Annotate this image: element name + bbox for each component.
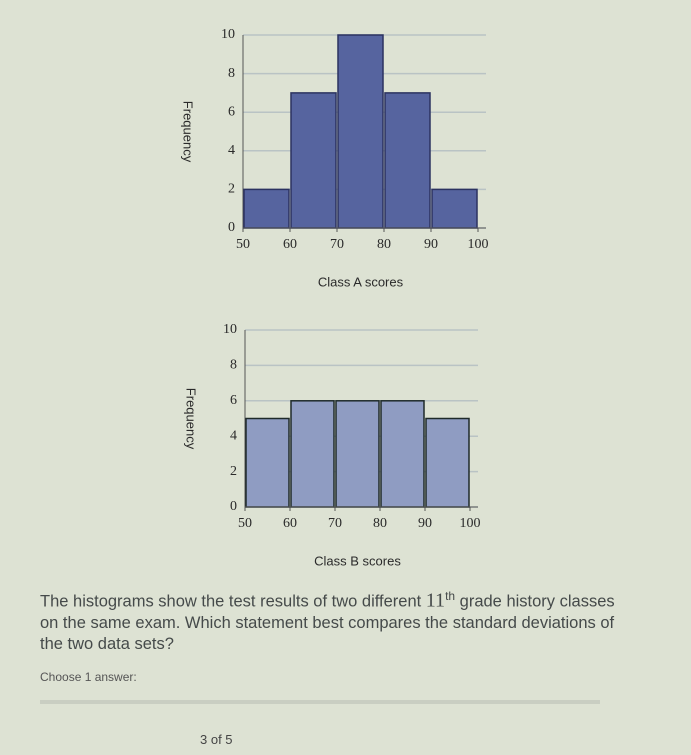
- y-tick-label: 0: [230, 499, 237, 514]
- bar: [290, 400, 335, 508]
- y-tick-label: 2: [228, 182, 235, 197]
- question-suffix: th: [445, 589, 456, 603]
- y-tick-label: 8: [228, 66, 235, 81]
- y-tick-label: 0: [228, 220, 235, 235]
- bar: [431, 188, 478, 229]
- x-axis-label: Class A scores: [318, 274, 404, 289]
- y-axis-label: Frequency: [184, 388, 199, 450]
- bar: [335, 400, 380, 508]
- question-text: The histograms show the test results of …: [40, 592, 426, 611]
- question-ordinal: 11: [425, 589, 446, 612]
- y-tick-label: 6: [230, 393, 237, 408]
- y-axis-label: Frequency: [181, 101, 196, 163]
- x-tick-label: 70: [328, 516, 342, 531]
- x-tick-label: 50: [236, 237, 250, 252]
- y-tick-label: 8: [230, 358, 237, 373]
- x-tick-label: 90: [418, 516, 432, 531]
- y-tick-label: 2: [230, 464, 237, 479]
- x-tick-label: 60: [283, 516, 297, 531]
- y-tick-label: 6: [228, 104, 235, 119]
- x-tick-label: 80: [377, 237, 391, 252]
- x-axis-label: Class B scores: [314, 553, 401, 568]
- bar: [384, 92, 431, 229]
- x-tick-label: 100: [468, 237, 489, 252]
- x-tick-label: 70: [330, 237, 344, 252]
- y-tick-label: 4: [228, 143, 235, 158]
- x-tick-label: 60: [283, 237, 297, 252]
- y-tick-label: 4: [230, 428, 237, 443]
- x-tick-label: 100: [460, 516, 481, 531]
- x-tick-label: 50: [238, 516, 252, 531]
- bar: [425, 417, 470, 508]
- x-tick-label: 80: [373, 516, 387, 531]
- bar: [337, 34, 384, 229]
- progress[interactable]: 3 of 5: [200, 732, 233, 747]
- question: The histograms show the test results of …: [40, 586, 620, 655]
- bar: [380, 400, 425, 508]
- x-tick-label: 90: [424, 237, 438, 252]
- bar: [243, 188, 290, 229]
- prompt: Choose 1 answer:: [40, 670, 137, 684]
- question-text: grade history classes on the same exam. …: [40, 592, 615, 653]
- y-tick-label: 10: [221, 27, 235, 42]
- separator: [40, 700, 600, 704]
- y-tick-label: 10: [223, 322, 237, 337]
- bar: [290, 92, 337, 229]
- bar: [245, 417, 290, 508]
